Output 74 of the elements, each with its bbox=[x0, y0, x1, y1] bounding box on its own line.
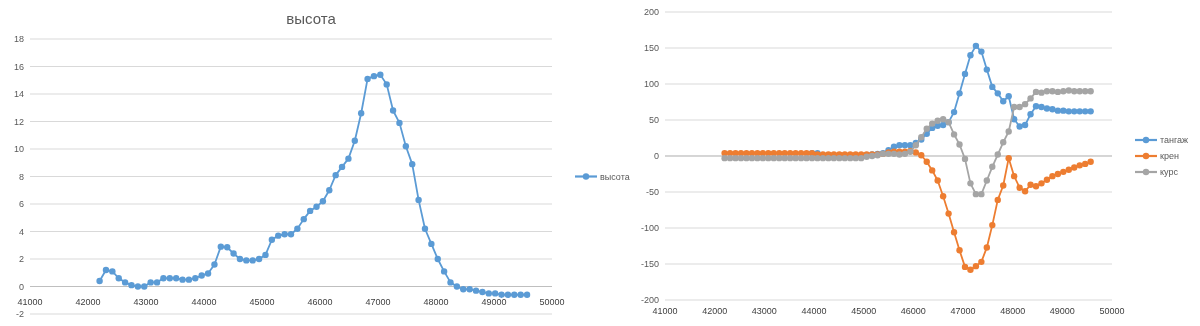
x-tick-label: 43000 bbox=[133, 296, 159, 307]
point bbox=[1043, 105, 1051, 112]
y-tick-label: -100 bbox=[640, 223, 659, 234]
point bbox=[1054, 107, 1062, 114]
x-tick-label: 45000 bbox=[851, 306, 877, 316]
y-tick-label: -200 bbox=[640, 295, 659, 306]
x-tick-label: 41000 bbox=[17, 296, 43, 307]
point bbox=[989, 83, 996, 91]
point bbox=[1081, 108, 1089, 115]
x-tick-label: 49000 bbox=[481, 296, 507, 307]
x-tick-label: 42000 bbox=[75, 296, 101, 307]
point bbox=[956, 90, 963, 97]
x-tick-label: 46000 bbox=[900, 306, 926, 316]
legend-label: крен bbox=[1160, 151, 1179, 162]
point bbox=[983, 66, 991, 73]
point bbox=[1021, 121, 1029, 129]
y-tick-label: -150 bbox=[640, 259, 659, 270]
point bbox=[950, 108, 958, 116]
legend-label: курс bbox=[1160, 167, 1179, 178]
point bbox=[1016, 123, 1023, 130]
point bbox=[967, 52, 974, 59]
chart-title: высота bbox=[286, 10, 337, 27]
x-tick-label: 47000 bbox=[950, 306, 976, 316]
point bbox=[1060, 107, 1067, 114]
point bbox=[1065, 108, 1072, 115]
y-tick-label: -50 bbox=[645, 187, 659, 198]
y-tick-label: 4 bbox=[18, 226, 24, 237]
point bbox=[978, 48, 985, 55]
x-tick-label: 47000 bbox=[365, 296, 391, 307]
x-tick-label: 48000 bbox=[423, 296, 449, 307]
x-tick-label: 41000 bbox=[652, 306, 678, 316]
y-tick-label: 200 bbox=[643, 7, 659, 18]
point bbox=[1071, 108, 1078, 115]
point bbox=[1027, 111, 1034, 118]
x-tick-label: 45000 bbox=[249, 296, 275, 307]
y-tick-label: 12 bbox=[13, 116, 24, 127]
y-tick-label: 6 bbox=[18, 199, 24, 210]
y-tick-label: 0 bbox=[653, 151, 659, 162]
legend-label: тангаж bbox=[1160, 135, 1189, 146]
y-tick-label: 16 bbox=[13, 61, 24, 72]
y-tick-label: -2 bbox=[15, 309, 24, 320]
point bbox=[907, 142, 914, 149]
point bbox=[1005, 93, 1012, 100]
y-tick-label: 50 bbox=[648, 115, 659, 126]
x-tick-label: 50000 bbox=[1099, 306, 1125, 316]
y-tick-label: 18 bbox=[13, 34, 24, 45]
x-tick-label: 43000 bbox=[751, 306, 777, 316]
point bbox=[1049, 106, 1056, 113]
y-tick-label: 0 bbox=[18, 281, 24, 292]
x-tick-label: 48000 bbox=[1000, 306, 1026, 316]
y-tick-label: 8 bbox=[18, 171, 24, 182]
point bbox=[896, 142, 903, 149]
point bbox=[961, 70, 969, 78]
point bbox=[901, 142, 909, 149]
x-tick-label: 46000 bbox=[307, 296, 333, 307]
y-tick-label: 100 bbox=[643, 79, 659, 90]
legend-label: высота bbox=[600, 171, 630, 182]
point bbox=[1087, 108, 1094, 115]
y-tick-label: 2 bbox=[18, 254, 24, 265]
y-tick-label: 150 bbox=[643, 43, 659, 54]
x-tick-label: 42000 bbox=[702, 306, 728, 316]
x-tick-label: 44000 bbox=[801, 306, 827, 316]
point bbox=[972, 42, 980, 50]
x-tick-label: 49000 bbox=[1049, 306, 1075, 316]
point bbox=[1000, 98, 1007, 105]
point bbox=[1032, 103, 1040, 110]
x-tick-label: 50000 bbox=[539, 296, 565, 307]
point bbox=[1076, 108, 1083, 115]
point bbox=[939, 121, 947, 129]
y-tick-label: 14 bbox=[13, 89, 24, 100]
x-tick-label: 44000 bbox=[191, 296, 217, 307]
point bbox=[1038, 103, 1045, 111]
y-tick-label: 10 bbox=[13, 144, 24, 155]
point bbox=[994, 90, 1001, 97]
